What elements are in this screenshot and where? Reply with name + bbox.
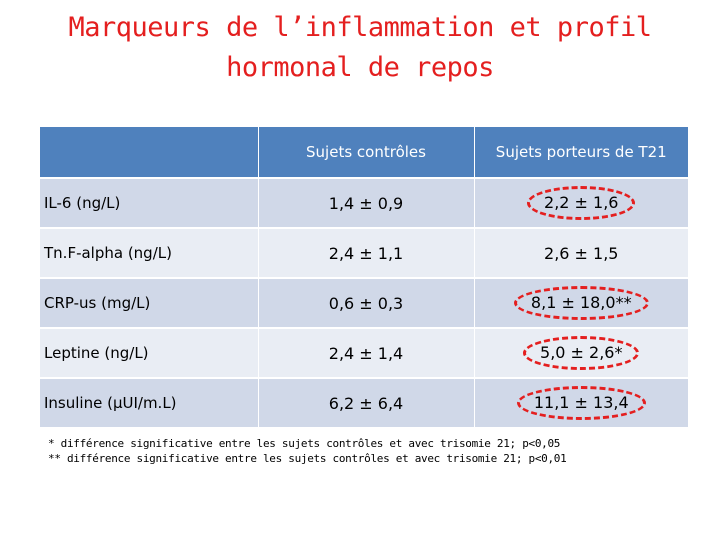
table-row: Tn.F-alpha (ng/L) 2,4 ± 1,1 2,6 ± 1,5 bbox=[40, 227, 688, 278]
title-line-2: hormonal de repos bbox=[226, 52, 494, 83]
header-corner bbox=[40, 127, 259, 178]
t21-value-highlighted: 2,2 ± 1,6 bbox=[527, 186, 636, 220]
t21-value-highlighted: 8,1 ± 18,0** bbox=[513, 286, 649, 320]
row-label: CRP-us (mg/L) bbox=[40, 277, 259, 328]
header-control: Sujets contrôles bbox=[258, 127, 475, 178]
t21-value-cell: 2,6 ± 1,5 bbox=[474, 227, 688, 278]
t21-value-cell: 2,2 ± 1,6 bbox=[474, 177, 688, 228]
header-t21: Sujets porteurs de T21 bbox=[474, 127, 688, 178]
t21-value-cell: 8,1 ± 18,0** bbox=[474, 277, 688, 328]
table-row: IL-6 (ng/L) 1,4 ± 0,9 2,2 ± 1,6 bbox=[40, 177, 688, 228]
table-header-row: Sujets contrôles Sujets porteurs de T21 bbox=[40, 127, 688, 178]
footnote-p01: ** différence significative entre les su… bbox=[48, 452, 567, 465]
footnotes: * différence significative entre les suj… bbox=[48, 436, 567, 466]
table-row: CRP-us (mg/L) 0,6 ± 0,3 8,1 ± 18,0** bbox=[40, 277, 688, 328]
t21-value-highlighted: 11,1 ± 13,4 bbox=[516, 386, 646, 420]
t21-value-cell: 11,1 ± 13,4 bbox=[474, 377, 688, 427]
t21-value-highlighted: 5,0 ± 2,6* bbox=[523, 336, 640, 370]
control-value: 2,4 ± 1,4 bbox=[258, 327, 475, 378]
row-label: Tn.F-alpha (ng/L) bbox=[40, 227, 259, 278]
footnote-p05: * différence significative entre les suj… bbox=[48, 437, 561, 450]
title-line-1: Marqueurs de l’inflammation et profil bbox=[68, 12, 652, 43]
control-value: 0,6 ± 0,3 bbox=[258, 277, 475, 328]
row-label: Insuline (µUI/m.L) bbox=[40, 377, 259, 427]
row-label: IL-6 (ng/L) bbox=[40, 177, 259, 228]
control-value: 2,4 ± 1,1 bbox=[258, 227, 475, 278]
t21-value-cell: 5,0 ± 2,6* bbox=[474, 327, 688, 378]
table-row: Insuline (µUI/m.L) 6,2 ± 6,4 11,1 ± 13,4 bbox=[40, 377, 688, 427]
t21-value: 2,6 ± 1,5 bbox=[544, 243, 619, 263]
row-label: Leptine (ng/L) bbox=[40, 327, 259, 378]
page-title: Marqueurs de l’inflammation et profil ho… bbox=[0, 8, 720, 88]
control-value: 1,4 ± 0,9 bbox=[258, 177, 475, 228]
table-row: Leptine (ng/L) 2,4 ± 1,4 5,0 ± 2,6* bbox=[40, 327, 688, 378]
control-value: 6,2 ± 6,4 bbox=[258, 377, 475, 427]
results-table: Sujets contrôles Sujets porteurs de T21 … bbox=[40, 127, 688, 427]
